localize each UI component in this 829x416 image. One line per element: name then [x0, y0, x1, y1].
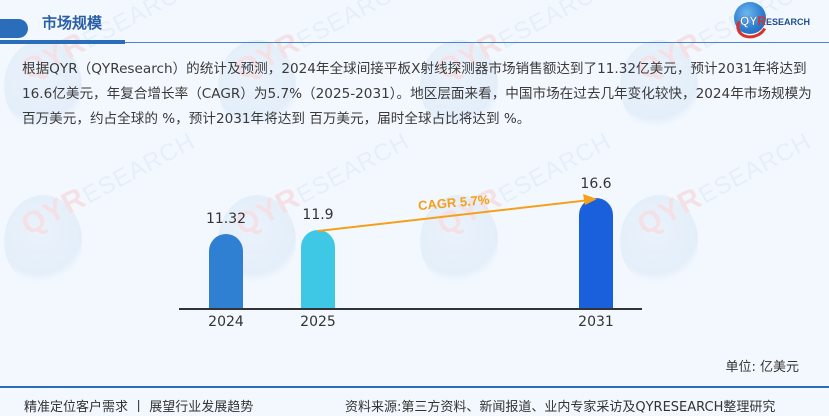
bar-value-2031: 16.6 — [580, 176, 612, 192]
footer-slogan: 精准定位客户需求 丨 展望行业发展趋势 — [24, 400, 254, 415]
logo-text: QYRESEARCH — [740, 14, 811, 28]
page-title: 市场规模 — [42, 14, 103, 32]
x-tick-2025: 2025 — [300, 314, 336, 330]
footer-divider — [0, 386, 829, 388]
header-tab-marker — [0, 19, 28, 38]
header: 市场规模 QYRESEARCH — [0, 0, 829, 46]
footer-source: 资料来源:第三方资料、新闻报道、业内专家采访及QYRESEARCH整理研究 — [345, 400, 776, 415]
market-description: 根据QYR（QYResearch）的统计及预测，2024年全球间接平板X射线探测… — [22, 61, 812, 127]
unit-label: 单位: 亿美元 — [725, 360, 799, 375]
qyresearch-logo: QYRESEARCH — [732, 2, 824, 43]
x-axis — [179, 308, 642, 310]
bar-2025 — [301, 230, 335, 309]
header-divider — [125, 42, 829, 43]
bar-value-2025: 11.9 — [302, 207, 334, 223]
bar-2024 — [209, 234, 243, 309]
x-tick-2031: 2031 — [578, 314, 614, 330]
x-tick-2024: 2024 — [208, 314, 244, 330]
bar-2031 — [579, 198, 613, 309]
header-divider-thick — [0, 40, 125, 44]
globe-icon — [734, 2, 766, 34]
bar-value-2024: 11.32 — [205, 211, 247, 227]
